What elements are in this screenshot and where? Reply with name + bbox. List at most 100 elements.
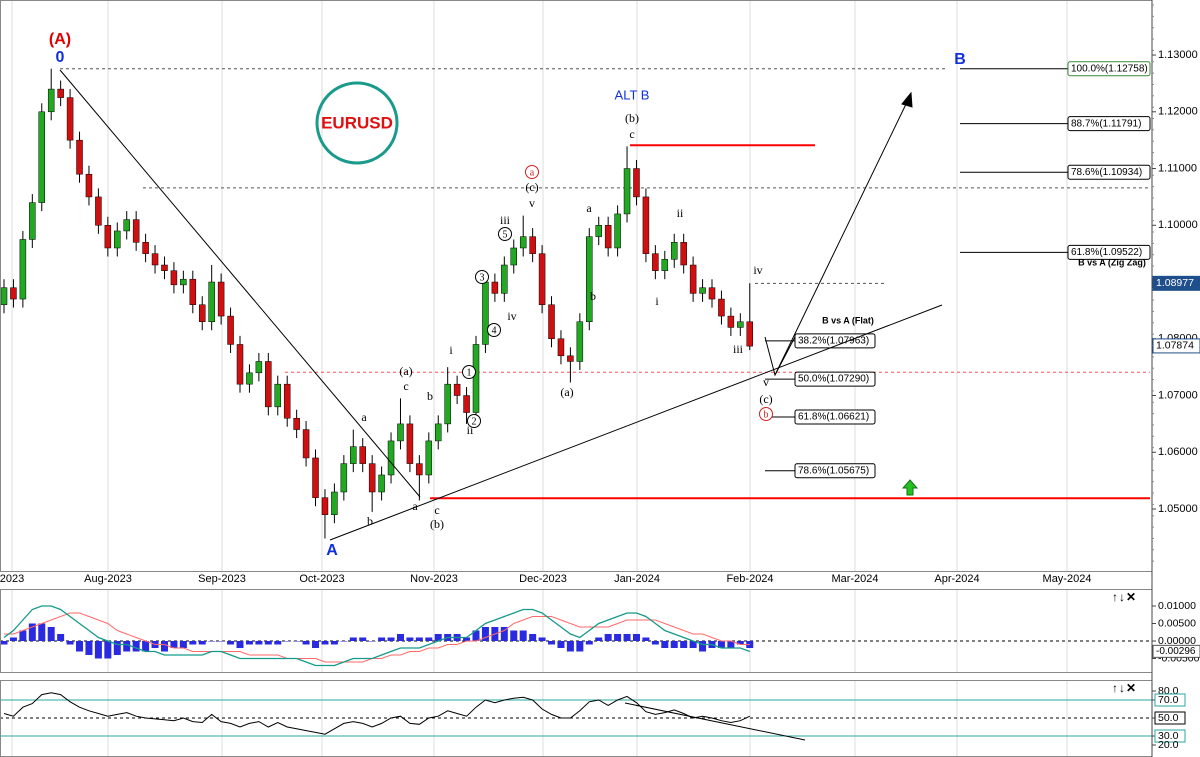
candle-body xyxy=(38,111,46,203)
candle-body xyxy=(66,97,74,141)
y-tick-label: 30.0 xyxy=(1158,730,1179,742)
candle-body xyxy=(359,446,366,464)
candle-body xyxy=(548,304,555,340)
symbol-badge xyxy=(315,81,399,165)
fib-label: 100.0%(1.12758) xyxy=(1071,63,1148,74)
fib-label: 38.2%(1.07963) xyxy=(798,336,869,347)
price-label: 1.07874 xyxy=(1156,340,1194,352)
candle-body xyxy=(463,395,470,413)
wave-circle xyxy=(525,165,539,179)
candle-body xyxy=(208,281,215,322)
macd-histogram-bar xyxy=(519,630,527,641)
y-tick-label: 1.13000 xyxy=(1158,49,1198,61)
wave-circle xyxy=(759,407,773,421)
wave-label: (b) xyxy=(625,111,639,125)
wave-label: b xyxy=(764,409,769,420)
fib-label-box xyxy=(1067,116,1151,132)
macd-histogram-bar xyxy=(57,633,65,641)
macd-histogram-bar xyxy=(548,640,556,645)
wave-label: b xyxy=(590,289,596,303)
macd-histogram-bar xyxy=(472,630,480,641)
macd-histogram-bar xyxy=(595,637,603,641)
wave-label: ALT B xyxy=(615,87,650,102)
y-tick-label: 0.00500 xyxy=(1158,617,1196,629)
x-tick-label: 2023 xyxy=(0,573,24,585)
wave-label: c xyxy=(403,379,408,393)
wave-label: iv xyxy=(753,263,762,277)
macd-histogram-bar xyxy=(576,640,584,652)
candle-body xyxy=(595,225,602,237)
macd-histogram-bar xyxy=(85,640,93,655)
macd-histogram-bar xyxy=(434,633,442,641)
y-tick-label: 1.11000 xyxy=(1158,162,1197,174)
wave-label: iii xyxy=(500,213,511,227)
candle-body xyxy=(737,321,744,328)
macd-histogram-bar xyxy=(349,637,357,641)
fib-label: 78.6%(1.05675) xyxy=(798,465,869,476)
macd-histogram-bar xyxy=(632,633,640,641)
macd-histogram-bar xyxy=(585,640,593,645)
y-tick-label: 70.0 xyxy=(1158,694,1179,706)
wave-label: A xyxy=(326,542,338,559)
wave-label: c xyxy=(434,503,439,517)
macd-histogram-bar xyxy=(387,637,395,641)
y-tick-label: 1.10000 xyxy=(1158,219,1198,231)
candle-body xyxy=(293,417,300,430)
tick-box xyxy=(1154,693,1186,707)
y-tick-label: 1.07000 xyxy=(1158,389,1198,401)
candle-body xyxy=(557,338,565,357)
wave-label: (c) xyxy=(525,180,538,194)
candle-body xyxy=(161,264,168,271)
candle-body xyxy=(680,242,687,266)
wave-circle xyxy=(487,323,501,337)
candle-body xyxy=(19,239,27,300)
candle-body xyxy=(47,88,55,113)
candle-body xyxy=(510,247,518,266)
x-tick-label: Feb-2024 xyxy=(726,573,773,585)
macd-histogram-bar xyxy=(670,640,678,648)
macd-histogram-bar xyxy=(500,626,508,641)
wave-label: (c) xyxy=(759,392,772,406)
macd-histogram-bar xyxy=(227,640,235,645)
candle-body xyxy=(368,463,376,493)
macd-histogram-bar xyxy=(510,630,518,641)
y-tick-label: 1.12000 xyxy=(1158,106,1198,118)
y-tick-label: 1.05000 xyxy=(1158,503,1198,515)
wave-label: a xyxy=(586,201,592,215)
rsi-trend-line xyxy=(624,702,806,741)
candle-body xyxy=(283,383,291,419)
macd-histogram-bar xyxy=(566,640,574,652)
wave-label: b xyxy=(367,514,373,528)
fib-label-box xyxy=(794,409,876,425)
macd-histogram-bar xyxy=(481,626,489,641)
macd-histogram-bar xyxy=(680,640,688,648)
fib-label-box xyxy=(794,371,876,387)
candle-body xyxy=(529,236,536,254)
trend-line xyxy=(59,69,421,498)
panel-controls[interactable]: ↑↓✕ xyxy=(1112,681,1137,695)
fib-label: 78.6%(1.10934) xyxy=(1071,167,1142,178)
macd-histogram-bar xyxy=(132,640,140,652)
macd-histogram-bar xyxy=(104,640,112,659)
candle-body xyxy=(633,168,640,198)
candle-body xyxy=(180,278,187,286)
candle-body xyxy=(661,259,669,271)
price-label-box xyxy=(1152,275,1200,291)
macd-histogram-bar xyxy=(699,640,707,652)
panel-controls[interactable]: ↑↓✕ xyxy=(1112,590,1137,604)
macd-histogram-bar xyxy=(123,640,131,652)
wave-label: i xyxy=(655,294,659,308)
arrow-head xyxy=(901,91,913,108)
macd-histogram-bar xyxy=(396,633,404,641)
macd-histogram-bar xyxy=(614,633,622,641)
wave-circle xyxy=(462,365,476,379)
candle-body xyxy=(227,315,234,345)
candle-body xyxy=(519,236,527,249)
macd-histogram-bar xyxy=(94,640,102,659)
candle-body xyxy=(246,372,253,385)
macd-histogram-bar xyxy=(529,633,537,641)
wave-label: i xyxy=(449,343,453,357)
macd-histogram-bar xyxy=(538,637,546,641)
wave-label: a xyxy=(361,410,367,424)
